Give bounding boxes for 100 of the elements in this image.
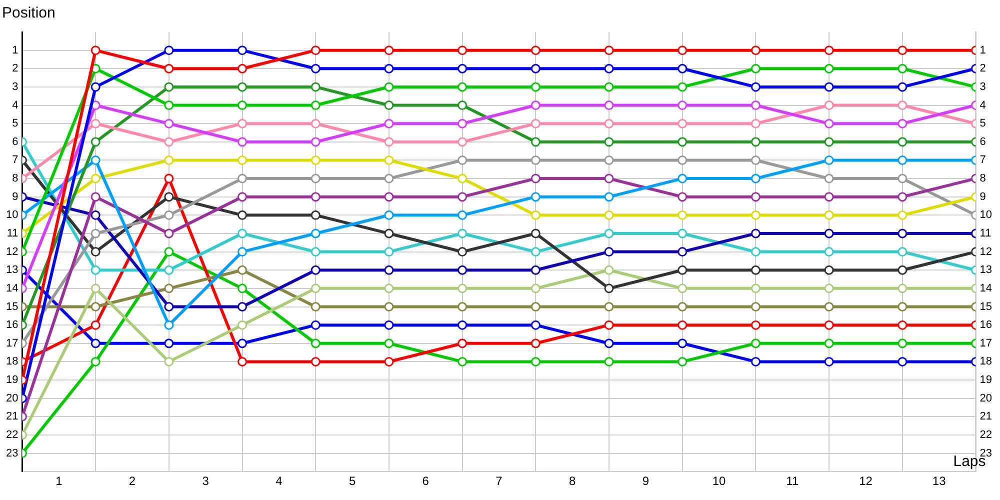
point [750, 118, 760, 128]
point [458, 192, 468, 202]
point [458, 356, 468, 366]
y-tick-label: 5 [12, 118, 18, 130]
y-tick-label: 2 [12, 62, 18, 75]
point [310, 338, 320, 348]
point [678, 82, 688, 92]
point [530, 320, 540, 330]
point [164, 192, 174, 202]
point [530, 356, 540, 366]
point [384, 118, 394, 128]
point [310, 192, 320, 202]
point [310, 137, 320, 147]
point [530, 265, 540, 275]
point [90, 210, 100, 220]
point [530, 82, 540, 92]
point [310, 100, 320, 110]
x-tick-label: 8 [569, 474, 576, 488]
point [604, 338, 614, 348]
point [750, 82, 760, 92]
point [898, 265, 908, 275]
point [604, 118, 614, 128]
point [898, 64, 908, 74]
point [310, 174, 320, 184]
point [750, 265, 760, 275]
point [164, 210, 174, 220]
point [164, 174, 174, 184]
point [898, 284, 908, 294]
y2-tick-label: 8 [980, 172, 986, 185]
y2-tick-label: 4 [980, 99, 986, 112]
point [384, 82, 394, 92]
point [750, 46, 760, 56]
point [530, 302, 540, 312]
y2-tick-label: 1 [980, 44, 986, 56]
point [678, 118, 688, 128]
y2-tick-label: 17 [980, 337, 992, 350]
point [238, 82, 248, 92]
point [750, 320, 760, 330]
point [90, 320, 100, 330]
point [164, 155, 174, 165]
point [310, 302, 320, 312]
point [898, 118, 908, 128]
point [458, 210, 468, 220]
point [384, 174, 394, 184]
point [750, 356, 760, 366]
point [238, 118, 248, 128]
point [678, 338, 688, 348]
x-tick-label: 10 [712, 474, 726, 488]
point [824, 174, 834, 184]
point [238, 174, 248, 184]
point [458, 247, 468, 257]
x-tick-label: 11 [786, 474, 799, 488]
y2-tick-label: 22 [980, 429, 992, 441]
point [604, 356, 614, 366]
point [238, 210, 248, 220]
point [458, 265, 468, 275]
point [310, 118, 320, 128]
point [238, 228, 248, 238]
point [824, 302, 834, 312]
point [678, 320, 688, 330]
point [530, 100, 540, 110]
point [530, 174, 540, 184]
point [164, 265, 174, 275]
point [238, 137, 248, 147]
y2-tick-label: 14 [980, 282, 992, 294]
point [458, 100, 468, 110]
point [824, 284, 834, 294]
y-tick-label: 20 [6, 392, 18, 404]
point [90, 302, 100, 312]
point [238, 100, 248, 110]
point [458, 82, 468, 92]
point [238, 64, 248, 74]
point [530, 210, 540, 220]
point [458, 46, 468, 56]
point [238, 265, 248, 275]
point [384, 320, 394, 330]
y2-tick-label: 13 [980, 264, 992, 276]
point [678, 174, 688, 184]
y2-tick-label: 19 [980, 374, 992, 386]
point [238, 320, 248, 330]
point [824, 82, 834, 92]
point [310, 210, 320, 220]
y-tick-label: 17 [6, 337, 18, 350]
point [824, 192, 834, 202]
point [164, 137, 174, 147]
point [898, 192, 908, 202]
point [458, 228, 468, 238]
point [458, 302, 468, 312]
y2-tick-label: 16 [980, 319, 992, 332]
point [238, 284, 248, 294]
point [678, 228, 688, 238]
point [678, 64, 688, 74]
point [898, 100, 908, 110]
y2-tick-label: 3 [980, 80, 986, 93]
point [384, 155, 394, 165]
point [384, 247, 394, 257]
point [898, 137, 908, 147]
point [164, 320, 174, 330]
point [898, 356, 908, 366]
point [604, 247, 614, 257]
